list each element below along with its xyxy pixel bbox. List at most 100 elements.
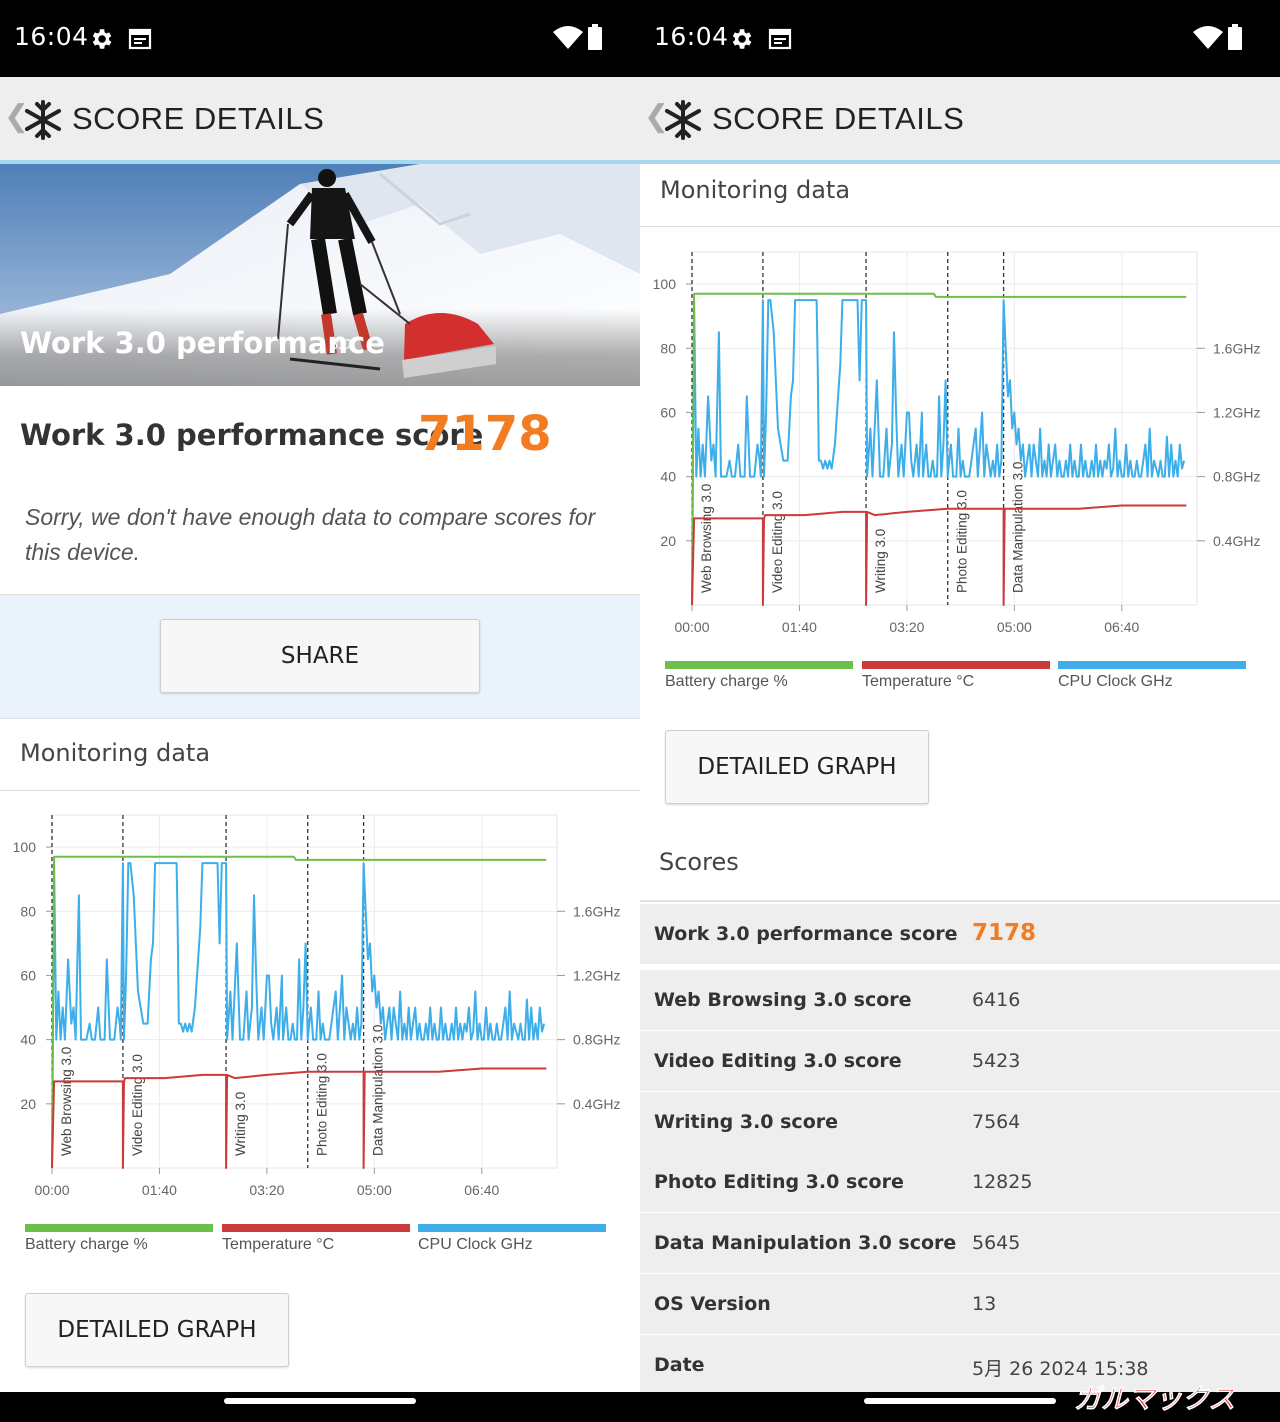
table-row: Work 3.0 performance score 7178	[640, 904, 1280, 964]
table-row: Video Editing 3.0 score 5423	[640, 1031, 1280, 1091]
y2-tick-label: 1.2GHz	[573, 967, 620, 983]
watermark-text: ガルマックス	[1074, 1384, 1235, 1414]
legend-cpu-label: CPU Clock GHz	[1058, 673, 1173, 690]
monitoring-title: Monitoring data	[20, 739, 211, 767]
score-row-value: 7564	[972, 1111, 1021, 1133]
series-line-temperature	[691, 504, 1187, 606]
section-label: Data Manipulation 3.0	[1011, 462, 1026, 593]
score-row-label: Data Manipulation 3.0 score	[654, 1232, 957, 1254]
watermark: ガルマックス	[1074, 1384, 1236, 1415]
y-tick-label: 20	[660, 533, 676, 549]
x-tick-label: 05:00	[357, 1182, 392, 1198]
gear-icon	[732, 29, 752, 49]
table-row: Photo Editing 3.0 score 12825	[640, 1152, 1280, 1212]
hero-version: 3.0	[330, 336, 351, 353]
share-area: SHARE	[0, 595, 640, 719]
section-label: Writing 3.0	[233, 1092, 248, 1156]
left-screen: 16:04 ❮ SCORE DETAILS	[0, 0, 640, 1422]
legend-battery-label: Battery charge %	[25, 1236, 148, 1253]
monitoring-header: Monitoring data	[640, 164, 1280, 227]
back-chevron-icon[interactable]: ❮	[4, 100, 30, 133]
score-row-label: Photo Editing 3.0 score	[654, 1171, 904, 1193]
home-gesture-bar[interactable]	[224, 1398, 416, 1404]
section-label: Web Browsing 3.0	[59, 1047, 74, 1156]
y-tick-label: 40	[20, 1032, 36, 1048]
share-button[interactable]: SHARE	[160, 619, 480, 693]
score-row-label: Date	[654, 1354, 705, 1376]
legend-battery-label: Battery charge %	[665, 673, 788, 690]
y2-tick-label: 1.2GHz	[1213, 404, 1260, 420]
legend-temperature-swatch	[222, 1224, 410, 1232]
score-row-value: 6416	[972, 989, 1021, 1011]
score-row-label: Writing 3.0 score	[654, 1111, 838, 1133]
section-label: Video Editing 3.0	[130, 1054, 145, 1156]
y-tick-label: 100	[13, 839, 37, 855]
snowflake-logo-icon	[665, 100, 701, 140]
wifi-icon	[553, 26, 583, 49]
score-row-label: Work 3.0 performance score	[654, 923, 958, 945]
legend-cpu: CPU Clock GHz	[418, 1224, 606, 1264]
compare-message: Sorry, we don't have enough data to comp…	[25, 504, 596, 565]
status-time: 16:04	[14, 22, 89, 51]
section-label: Data Manipulation 3.0	[371, 1025, 386, 1156]
detailed-graph-button[interactable]: DETAILED GRAPH	[665, 730, 929, 804]
app-bar: ❮ SCORE DETAILS	[640, 77, 1280, 164]
legend-cpu: CPU Clock GHz	[1058, 661, 1246, 701]
series-line-cpu-clock	[51, 862, 546, 1169]
nav-bar	[0, 1392, 640, 1422]
detailed-graph-button[interactable]: DETAILED GRAPH	[25, 1293, 289, 1367]
monitoring-chart: 20 40 60 80 100 0.4GHz 0.8GHz 1.2GHz 1.6GHz 00:00…	[653, 251, 1260, 635]
x-tick-label: 01:40	[782, 619, 817, 635]
table-row: Web Browsing 3.0 score 6416	[640, 970, 1280, 1030]
status-bar: 16:04	[0, 0, 640, 77]
x-tick-label: 05:00	[997, 619, 1032, 635]
score-row-value: 5月 26 2024 15:38	[972, 1358, 1149, 1380]
y-tick-label: 80	[20, 903, 36, 919]
hero-title: Work 3.0 performance	[20, 326, 385, 360]
score-row-value: 13	[972, 1293, 997, 1315]
battery-icon	[1228, 24, 1242, 50]
status-time: 16:04	[654, 22, 729, 51]
table-row: Writing 3.0 score 7564	[640, 1092, 1280, 1152]
page-title: SCORE DETAILS	[712, 101, 965, 136]
scores-title: Scores	[659, 848, 739, 876]
gear-icon	[92, 29, 112, 49]
y2-tick-label: 0.4GHz	[573, 1096, 620, 1112]
score-row-value: 12825	[972, 1171, 1033, 1193]
legend-temperature-label: Temperature °C	[222, 1236, 335, 1253]
legend-battery: Battery charge %	[25, 1224, 213, 1264]
legend-cpu-swatch	[418, 1224, 606, 1232]
nav-bar	[640, 1392, 1280, 1422]
y2-tick-label: 1.6GHz	[573, 903, 620, 919]
score-value: 7178	[418, 406, 552, 462]
monitoring-chart: 20 40 60 80 100 0.4GHz 0.8GHz 1.2GHz 1.6GHz 00:00…	[13, 814, 620, 1198]
y-tick-label: 40	[660, 469, 676, 485]
back-chevron-icon[interactable]: ❮	[644, 100, 670, 133]
page-title: SCORE DETAILS	[72, 101, 325, 136]
y-tick-label: 60	[660, 404, 676, 420]
section-label: Photo Editing 3.0	[315, 1053, 330, 1156]
series-line-temperature	[51, 1067, 547, 1169]
home-gesture-bar[interactable]	[864, 1398, 1056, 1404]
y2-tick-label: 0.8GHz	[573, 1032, 620, 1048]
legend-battery-swatch	[665, 661, 853, 669]
hero-image	[0, 164, 640, 386]
table-row: Date 5月 26 2024 15:38	[640, 1335, 1280, 1395]
x-tick-label: 01:40	[142, 1182, 177, 1198]
legend-battery: Battery charge %	[665, 661, 853, 701]
section-label: Web Browsing 3.0	[699, 484, 714, 593]
series-line-cpu-clock	[691, 299, 1186, 606]
legend-cpu-label: CPU Clock GHz	[418, 1236, 533, 1253]
right-screen: 16:04 ❮ SCORE DETAILS Monitoring data 20…	[640, 0, 1280, 1422]
battery-icon	[588, 24, 602, 50]
status-bar: 16:04	[640, 0, 1280, 77]
compare-message-box: Sorry, we don't have enough data to comp…	[0, 482, 640, 595]
x-tick-label: 00:00	[674, 619, 709, 635]
series-line-battery	[691, 292, 1187, 606]
table-row: Data Manipulation 3.0 score 5645	[640, 1213, 1280, 1273]
y2-tick-label: 1.6GHz	[1213, 340, 1260, 356]
x-tick-label: 06:40	[464, 1182, 499, 1198]
x-tick-label: 06:40	[1104, 619, 1139, 635]
chart-legend: Battery charge % Temperature °C CPU Cloc…	[640, 661, 1280, 701]
y-tick-label: 100	[653, 276, 677, 292]
